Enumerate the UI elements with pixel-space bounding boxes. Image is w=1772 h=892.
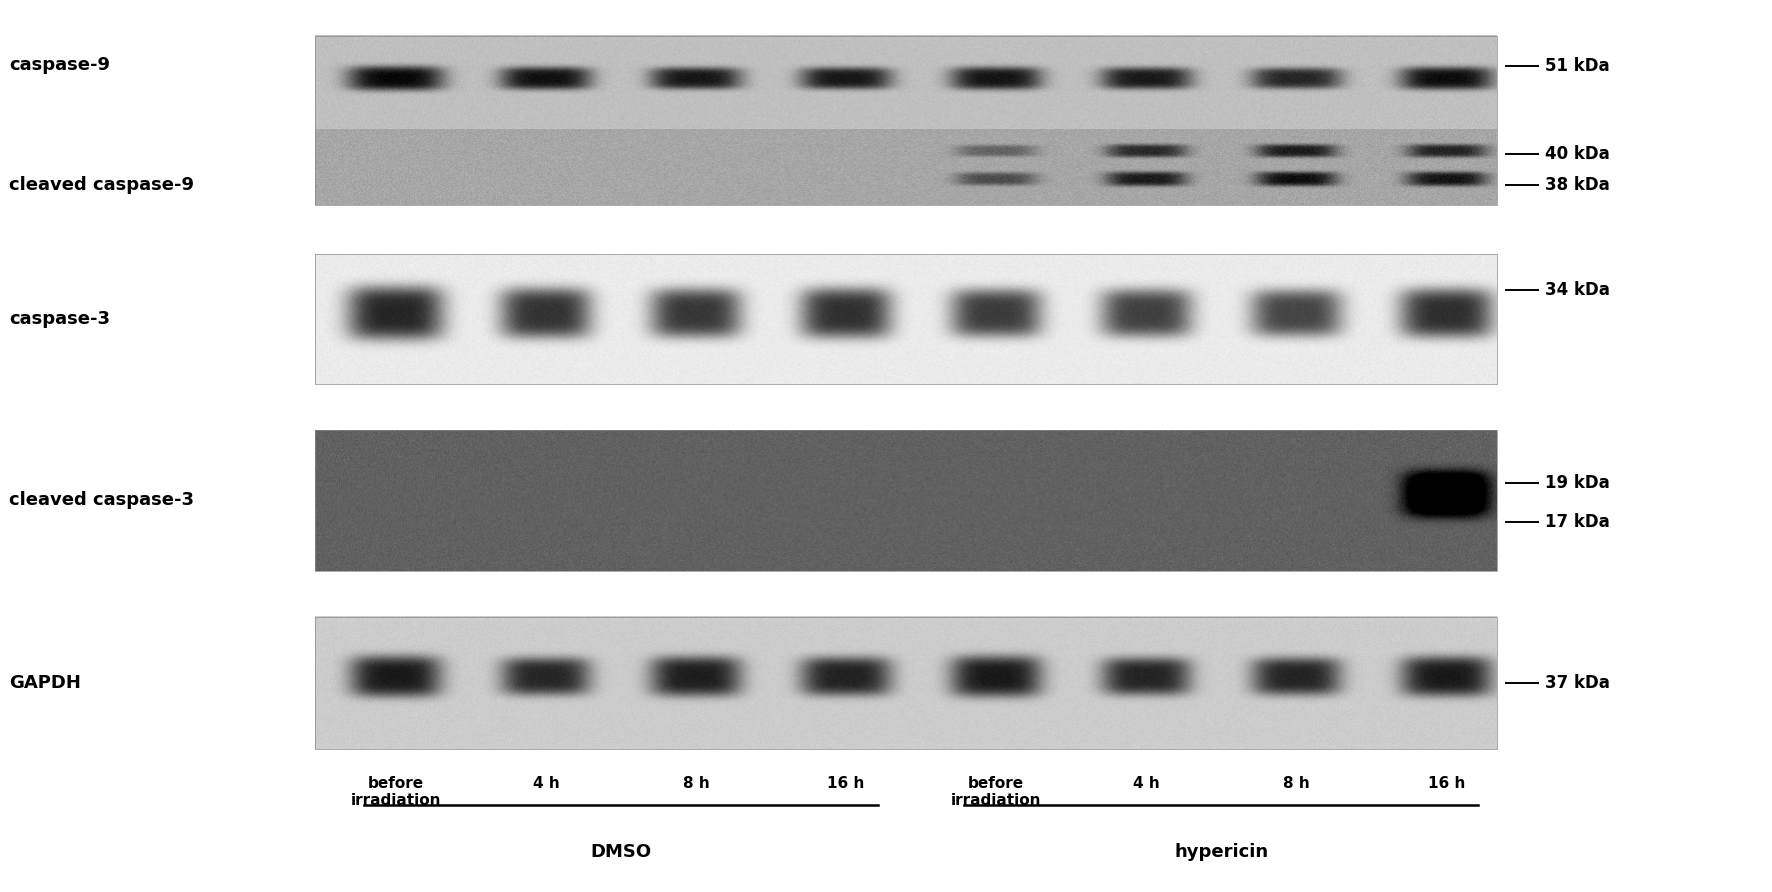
Text: 16 h: 16 h	[828, 776, 865, 791]
Text: 40 kDa: 40 kDa	[1545, 145, 1611, 163]
Text: DMSO: DMSO	[590, 843, 652, 861]
Bar	[315, 254, 1497, 384]
Bar	[315, 430, 1497, 571]
Text: 38 kDa: 38 kDa	[1545, 176, 1611, 194]
Bar	[315, 617, 1497, 749]
Text: 17 kDa: 17 kDa	[1545, 513, 1611, 531]
Text: 19 kDa: 19 kDa	[1545, 475, 1611, 492]
Text: cleaved caspase-3: cleaved caspase-3	[9, 491, 193, 509]
Text: cleaved caspase-9: cleaved caspase-9	[9, 177, 193, 194]
Text: 34 kDa: 34 kDa	[1545, 282, 1611, 300]
Text: 51 kDa: 51 kDa	[1545, 57, 1609, 75]
Text: caspase-9: caspase-9	[9, 56, 110, 74]
Text: 4 h: 4 h	[533, 776, 560, 791]
Text: 37 kDa: 37 kDa	[1545, 674, 1611, 692]
Text: caspase-3: caspase-3	[9, 310, 110, 328]
Text: before
irradiation: before irradiation	[952, 776, 1042, 808]
Text: 4 h: 4 h	[1132, 776, 1159, 791]
Bar	[315, 36, 1497, 205]
Text: 16 h: 16 h	[1428, 776, 1465, 791]
Text: before
irradiation: before irradiation	[351, 776, 441, 808]
Text: 8 h: 8 h	[1283, 776, 1310, 791]
Text: GAPDH: GAPDH	[9, 674, 82, 692]
Text: 8 h: 8 h	[682, 776, 709, 791]
Text: hypericin: hypericin	[1175, 843, 1269, 861]
